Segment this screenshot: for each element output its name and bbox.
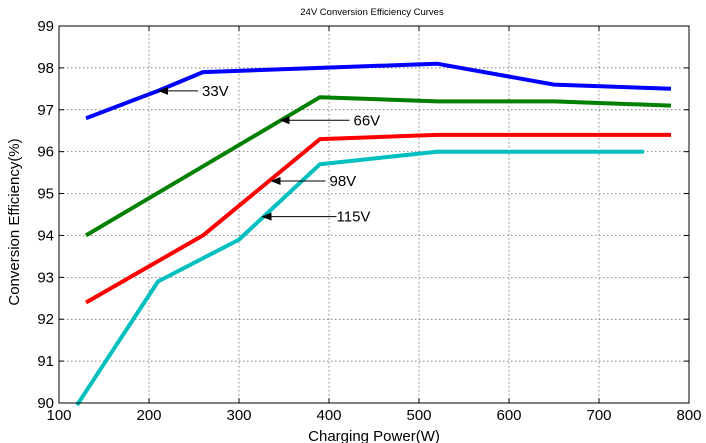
y-tick-label: 93 [37, 269, 54, 286]
x-tick-label: 400 [316, 407, 341, 424]
chart-title: 24V Conversion Efficiency Curves [300, 7, 444, 18]
x-tick-label: 100 [46, 407, 71, 424]
series-layer [75, 61, 672, 407]
x-tick-label: 600 [496, 407, 521, 424]
series-line-98v [85, 132, 671, 305]
x-tick-label: 700 [586, 407, 611, 424]
x-tick-label: 500 [406, 407, 431, 424]
plot-area-frame [58, 25, 690, 404]
annotation-label-98v: 98V [330, 173, 357, 190]
y-axis-title: Conversion Efficiency(%) [6, 138, 23, 305]
x-tick-label: 200 [136, 407, 161, 424]
y-tick-label: 90 [37, 395, 54, 412]
y-tick-label: 97 [37, 102, 54, 119]
annotation-label-33v: 33V [202, 83, 229, 100]
axis-ticks [58, 25, 690, 404]
annotation-label-66v: 66V [354, 112, 381, 129]
y-tick-label: 91 [37, 353, 54, 370]
grid-lines [59, 26, 689, 403]
x-tick-label: 300 [226, 407, 251, 424]
y-tick-label: 96 [37, 144, 54, 161]
series-annotations: 33V 66V 98V 115V [158, 83, 381, 226]
y-tick-label: 92 [37, 311, 54, 328]
y-axis-tick-labels: 90 91 92 93 94 95 96 97 98 99 [37, 18, 54, 412]
series-line-66v [84, 95, 672, 238]
series-line-115v [75, 149, 644, 407]
x-tick-label: 800 [676, 407, 701, 424]
y-tick-label: 94 [37, 227, 54, 244]
y-tick-label: 99 [37, 18, 54, 35]
y-tick-label: 98 [37, 60, 54, 77]
x-axis-title: Charging Power(W) [308, 428, 440, 443]
x-axis-tick-labels: 100 200 300 400 500 600 700 800 [46, 407, 701, 424]
y-tick-label: 95 [37, 186, 54, 203]
annotation-label-115v: 115V [337, 209, 371, 226]
